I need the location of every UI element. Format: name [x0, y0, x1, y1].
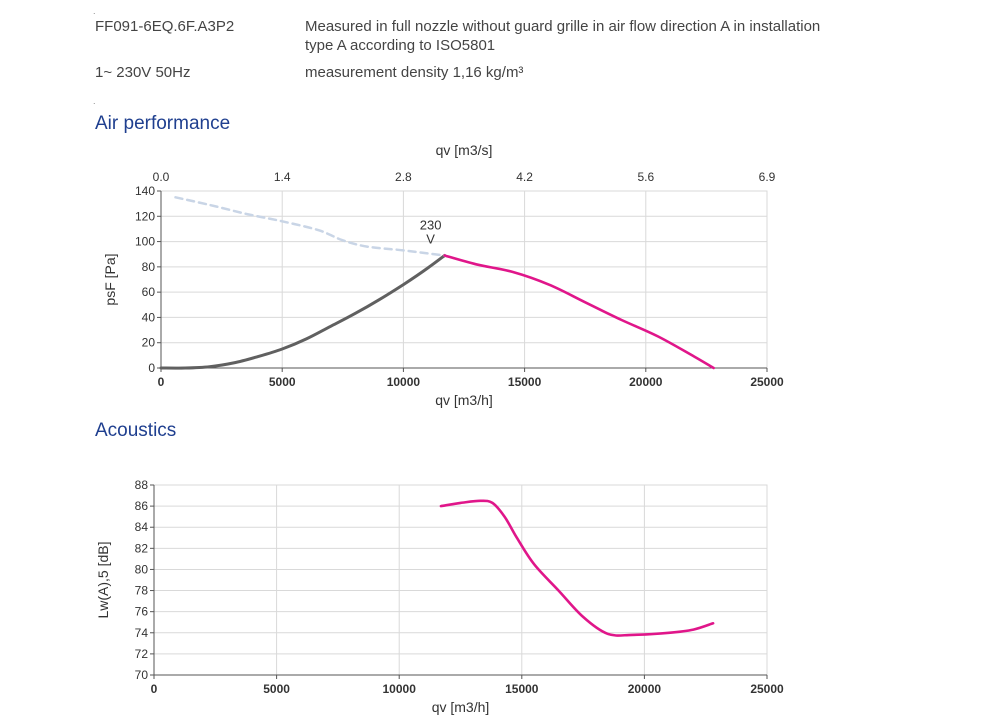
acoustic-series-line-0	[439, 499, 715, 637]
air-series-line-1	[174, 196, 446, 257]
acoustic-y-tick-label: 80	[135, 562, 149, 576]
acoustic-x-tick-label: 10000	[383, 682, 417, 696]
air-plot-area	[160, 190, 768, 369]
acoustic-y-tick-label: 76	[135, 605, 149, 619]
air-y-tick-label: 60	[142, 285, 156, 299]
acoustic-x-axis-label: qv [m3/h]	[432, 699, 490, 715]
air-y-tick-label: 140	[135, 184, 155, 198]
air-top-tick-label: 1.4	[274, 170, 291, 184]
measurement-density: measurement density 1,16 kg/m³	[305, 64, 524, 81]
acoustic-x-tick-label: 15000	[505, 682, 539, 696]
air-top-tick-label: 2.8	[395, 170, 412, 184]
air-y-axis-label: psF [Pa]	[102, 253, 118, 305]
measurement-note-line2: type A according to ISO5801	[305, 37, 496, 54]
air-x-tick-label: 0	[158, 375, 165, 389]
air-top-tick-label: 4.2	[516, 170, 533, 184]
air-y-tick-label: 120	[135, 209, 155, 223]
measurement-note-line1: Measured in full nozzle without guard gr…	[305, 18, 821, 35]
air-x-tick-label: 5000	[269, 375, 296, 389]
divider-dot: .	[93, 96, 96, 106]
air-y-tick-label: 20	[142, 336, 156, 350]
air-x-tick-label: 10000	[387, 375, 421, 389]
acoustic-x-tick-label: 5000	[263, 682, 290, 696]
acoustic-y-tick-label: 82	[135, 541, 149, 555]
air-series-line-2	[443, 254, 715, 370]
top-dot: .	[93, 6, 96, 16]
air-top-tick-label: 5.6	[637, 170, 654, 184]
air-series-line-0	[159, 254, 447, 370]
acoustics-title: Acoustics	[95, 420, 177, 441]
acoustic-y-tick-label: 70	[135, 668, 149, 682]
air-x-tick-label: 25000	[750, 375, 784, 389]
acoustic-y-tick-label: 84	[135, 520, 149, 534]
acoustic-y-tick-label: 88	[135, 478, 149, 492]
air-y-tick-label: 80	[142, 260, 156, 274]
air-y-tick-label: 100	[135, 235, 155, 249]
acoustic-x-tick-label: 20000	[628, 682, 662, 696]
air-annotation-unit: V	[426, 231, 435, 246]
air-x-tick-label: 15000	[508, 375, 542, 389]
air-y-tick-label: 0	[148, 361, 155, 375]
air-y-tick-label: 40	[142, 310, 156, 324]
air-annotation-voltage: 230	[420, 217, 442, 232]
acoustic-plot-area	[153, 484, 768, 676]
air-top-tick-label: 6.9	[759, 170, 776, 184]
air-performance-title: Air performance	[95, 113, 231, 134]
acoustic-y-axis-label: Lw(A),5 [dB]	[95, 541, 111, 618]
model-number: FF091-6EQ.6F.A3P2	[95, 18, 235, 35]
acoustic-x-tick-label: 25000	[750, 682, 784, 696]
power-supply: 1~ 230V 50Hz	[95, 64, 191, 81]
air-top-axis-label: qv [m3/s]	[436, 142, 493, 158]
acoustic-y-tick-label: 74	[135, 626, 149, 640]
acoustic-y-tick-label: 78	[135, 584, 149, 598]
air-x-axis-label: qv [m3/h]	[435, 392, 493, 408]
acoustic-x-tick-label: 0	[151, 682, 158, 696]
air-top-tick-label: 0.0	[153, 170, 170, 184]
acoustic-y-tick-label: 86	[135, 499, 149, 513]
air-x-tick-label: 20000	[629, 375, 663, 389]
acoustic-y-tick-label: 72	[135, 647, 149, 661]
